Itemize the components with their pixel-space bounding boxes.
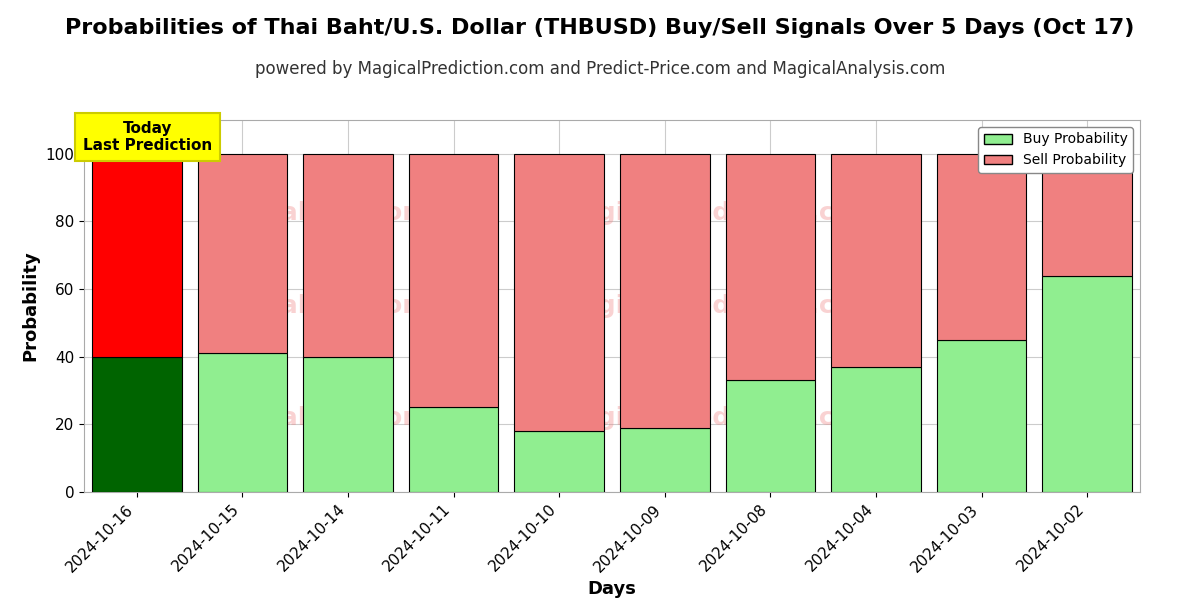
Bar bbox=[620, 154, 709, 428]
Text: calAnalysis.com: calAnalysis.com bbox=[204, 294, 430, 318]
Bar bbox=[1043, 154, 1132, 275]
Text: Today
Last Prediction: Today Last Prediction bbox=[83, 121, 212, 153]
Text: MagicalPrediction.com: MagicalPrediction.com bbox=[557, 294, 878, 318]
Bar bbox=[92, 154, 181, 357]
Bar bbox=[832, 154, 920, 367]
Bar bbox=[198, 353, 287, 492]
Bar bbox=[937, 340, 1026, 492]
Bar bbox=[515, 431, 604, 492]
Text: Probabilities of Thai Baht/U.S. Dollar (THBUSD) Buy/Sell Signals Over 5 Days (Oc: Probabilities of Thai Baht/U.S. Dollar (… bbox=[65, 18, 1135, 38]
Text: powered by MagicalPrediction.com and Predict-Price.com and MagicalAnalysis.com: powered by MagicalPrediction.com and Pre… bbox=[254, 60, 946, 78]
Bar bbox=[832, 367, 920, 492]
Bar bbox=[515, 154, 604, 431]
Bar bbox=[726, 154, 815, 380]
Bar bbox=[726, 380, 815, 492]
Bar bbox=[620, 428, 709, 492]
Text: MagicalPrediction.com: MagicalPrediction.com bbox=[557, 201, 878, 225]
Text: calAnalysis.com: calAnalysis.com bbox=[204, 406, 430, 430]
Bar bbox=[409, 407, 498, 492]
Bar bbox=[937, 154, 1026, 340]
X-axis label: Days: Days bbox=[588, 580, 636, 598]
Y-axis label: Probability: Probability bbox=[22, 251, 40, 361]
Bar bbox=[409, 154, 498, 407]
Text: calAnalysis.com: calAnalysis.com bbox=[204, 201, 430, 225]
Bar bbox=[1043, 275, 1132, 492]
Bar bbox=[304, 154, 392, 357]
Bar bbox=[198, 154, 287, 353]
Bar bbox=[92, 357, 181, 492]
Bar bbox=[304, 357, 392, 492]
Text: MagicalPrediction.com: MagicalPrediction.com bbox=[557, 406, 878, 430]
Legend: Buy Probability, Sell Probability: Buy Probability, Sell Probability bbox=[978, 127, 1133, 173]
